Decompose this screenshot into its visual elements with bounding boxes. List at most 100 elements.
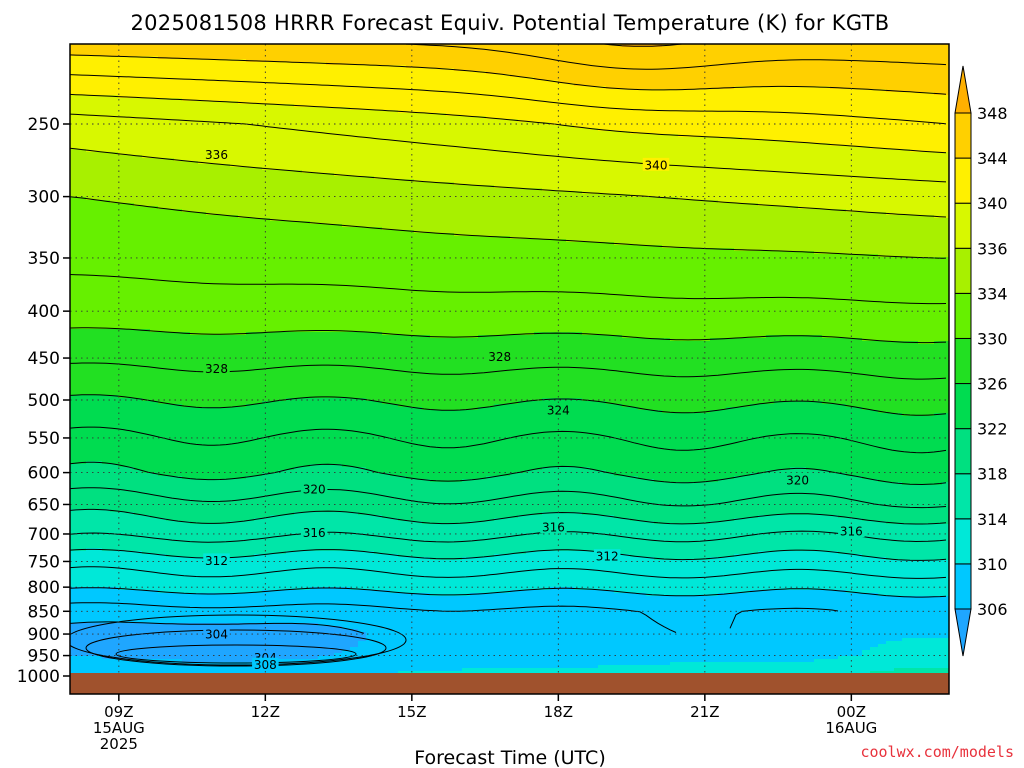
field-cell (318, 68, 327, 72)
field-cell (166, 47, 175, 51)
field-cell (590, 77, 599, 81)
field-cell (574, 59, 583, 63)
field-cell (342, 59, 351, 63)
field-cell (670, 74, 679, 78)
field-cell (670, 71, 679, 75)
field-cell (894, 53, 903, 57)
field-cell (838, 44, 847, 48)
field-cell (774, 71, 783, 75)
field-cell (598, 47, 607, 51)
field-cell (662, 59, 671, 63)
field-cell (238, 71, 247, 75)
field-cell (118, 44, 127, 48)
field-cell (854, 77, 863, 81)
field-cell (198, 56, 207, 60)
field-cell (494, 62, 503, 66)
field-cell (246, 53, 255, 57)
field-cell (174, 50, 183, 54)
field-cell (526, 71, 535, 75)
field-cell (422, 77, 431, 81)
field-cell (286, 80, 295, 84)
field-cell (718, 74, 727, 78)
field-cell (110, 59, 119, 63)
field-cell (694, 47, 703, 51)
field-cell (382, 80, 391, 84)
field-cell (174, 44, 183, 48)
field-cell (894, 65, 903, 69)
field-cell (926, 44, 935, 48)
field-cell (294, 44, 303, 48)
field-cell (118, 65, 127, 69)
field-cell (142, 56, 151, 60)
field-cell (934, 56, 943, 60)
field-cell (646, 47, 655, 51)
field-cell (358, 71, 367, 75)
field-cell (406, 77, 415, 81)
field-cell (814, 77, 823, 81)
field-cell (902, 47, 911, 51)
field-cell (182, 71, 191, 75)
field-cell (214, 50, 223, 54)
field-cell (726, 71, 735, 75)
field-cell (942, 74, 949, 78)
field-cell (758, 50, 767, 54)
field-cell (910, 44, 919, 48)
field-cell (654, 77, 663, 81)
field-cell (206, 71, 215, 75)
field-cell (126, 50, 135, 54)
field-cell (870, 53, 879, 57)
field-cell (782, 53, 791, 57)
field-cell (862, 62, 871, 66)
field-cell (270, 47, 279, 51)
field-cell (198, 59, 207, 63)
field-cell (462, 68, 471, 72)
field-cell (846, 47, 855, 51)
field-cell (686, 62, 695, 66)
field-cell (550, 56, 559, 60)
field-cell (534, 44, 543, 48)
field-cell (70, 74, 79, 78)
field-cell (310, 59, 319, 63)
field-cell (502, 53, 511, 57)
field-cell (766, 47, 775, 51)
field-cell (758, 47, 767, 51)
field-cell (358, 62, 367, 66)
field-cell (502, 44, 511, 48)
field-cell (366, 47, 375, 51)
field-cell (326, 50, 335, 54)
field-cell (222, 44, 231, 48)
field-cell (182, 68, 191, 72)
field-cell (446, 50, 455, 54)
field-cell (718, 53, 727, 57)
field-cell (526, 59, 535, 63)
field-cell (86, 59, 95, 63)
field-cell (542, 71, 551, 75)
field-cell (278, 44, 287, 48)
field-cell (782, 59, 791, 63)
field-cell (750, 74, 759, 78)
field-cell (222, 62, 231, 66)
field-cell (406, 74, 415, 78)
field-cell (790, 74, 799, 78)
field-cell (862, 68, 871, 72)
field-cell (566, 59, 575, 63)
field-cell (206, 59, 215, 63)
field-cell (494, 71, 503, 75)
field-cell (302, 47, 311, 51)
field-cell (574, 44, 583, 48)
field-cell (854, 68, 863, 72)
field-cell (886, 50, 895, 54)
field-cell (702, 62, 711, 66)
field-cell (310, 47, 319, 51)
field-cell (526, 74, 535, 78)
field-cell (622, 68, 631, 72)
field-cell (174, 59, 183, 63)
field-cell (590, 71, 599, 75)
field-cell (390, 74, 399, 78)
field-cell (542, 59, 551, 63)
field-cell (854, 44, 863, 48)
field-cell (374, 68, 383, 72)
field-cell (238, 68, 247, 72)
field-cell (222, 59, 231, 63)
